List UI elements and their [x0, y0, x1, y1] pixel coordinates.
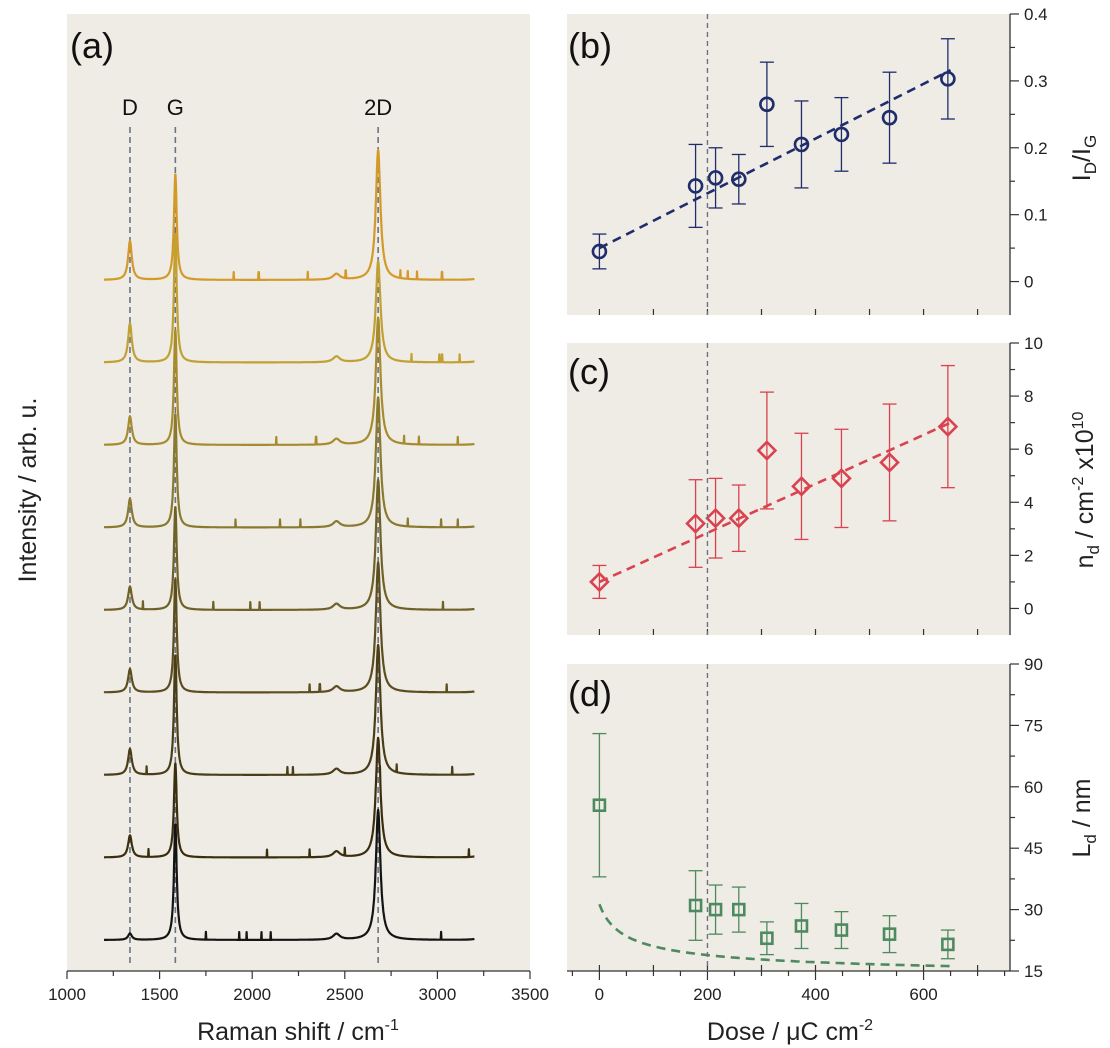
panel-a-peak-label: G — [167, 95, 184, 120]
panel-c-y-tick-label: 2 — [1024, 546, 1033, 565]
panel-a-x-tick-label: 1500 — [141, 985, 179, 1004]
panel-a-peak-label: 2D — [364, 95, 392, 120]
panel-c-y-tick-label: 0 — [1024, 599, 1033, 618]
panel-d-y-axis-label: Ld / nm — [1068, 779, 1100, 858]
panel-c-background — [567, 343, 1010, 635]
panel-a-x-tick-label: 3000 — [418, 985, 456, 1004]
panel-c-y-tick-label: 4 — [1024, 493, 1033, 512]
panel-d-y-tick-label: 30 — [1024, 901, 1043, 920]
panel-d-x-tick-label: 400 — [801, 985, 829, 1004]
panel-b-y-tick-label: 0.4 — [1024, 5, 1048, 24]
panel-d-background — [567, 664, 1010, 971]
panel-d-defect-distance: (d) Ld / nm Dose / μC cm-2 — [567, 664, 1100, 1046]
panel-d-y-tick-label: 60 — [1024, 778, 1043, 797]
panel-b-id-ig-ratio: (b) ID/IG — [567, 14, 1100, 315]
panel-c-letter: (c) — [568, 351, 610, 392]
panel-d-y-tick-label: 90 — [1024, 655, 1043, 674]
panel-d-x-tick-label: 600 — [909, 985, 937, 1004]
panel-b-y-tick-label: 0.2 — [1024, 139, 1048, 158]
panel-b-y-axis-label: ID/IG — [1068, 135, 1100, 181]
panel-c-y-tick-label: 6 — [1024, 440, 1033, 459]
panel-a-x-tick-label: 2000 — [233, 985, 271, 1004]
panel-a-letter: (a) — [70, 25, 114, 66]
panel-a-x-tick-label: 1000 — [48, 985, 86, 1004]
panel-c-y-axis-label: nd / cm-2 x1010 — [1070, 411, 1103, 568]
panel-d-letter: (d) — [568, 673, 612, 714]
panel-b-background — [567, 14, 1010, 315]
panel-a-raman-spectra: D G 2D 1000 1500 2000 2500 3000 3500 (a) Raman … — [14, 14, 549, 1046]
panel-b-y-tick-label: 0.3 — [1024, 72, 1048, 91]
panel-b-y-tick-label: 0.1 — [1024, 206, 1048, 225]
panel-c-defect-density: (c) nd / cm-2 x1010 — [567, 343, 1103, 635]
panel-d-x-tick-label: 200 — [693, 985, 721, 1004]
panel-d-y-tick-label: 15 — [1024, 962, 1043, 981]
panel-a-peak-label: D — [122, 95, 138, 120]
panel-a-x-axis-label: Raman shift / cm-1 — [197, 1017, 399, 1046]
panel-c-y-tick-label: 8 — [1024, 387, 1033, 406]
panel-a-background — [67, 14, 530, 971]
panel-a-x-tick-label: 3500 — [511, 985, 549, 1004]
panel-d-x-axis-label: Dose / μC cm-2 — [707, 1017, 873, 1046]
panel-a-x-tick-label: 2500 — [326, 985, 364, 1004]
panel-d-x-tick-label: 0 — [595, 985, 604, 1004]
panel-b-y-tick-label: 0 — [1024, 273, 1033, 292]
panel-d-y-tick-label: 75 — [1024, 716, 1043, 735]
panel-b-letter: (b) — [568, 25, 612, 66]
panel-d-y-tick-label: 45 — [1024, 839, 1043, 858]
panel-c-y-tick-label: 10 — [1024, 334, 1043, 353]
panel-a-y-axis-label: Intensity / arb. u. — [14, 398, 42, 583]
